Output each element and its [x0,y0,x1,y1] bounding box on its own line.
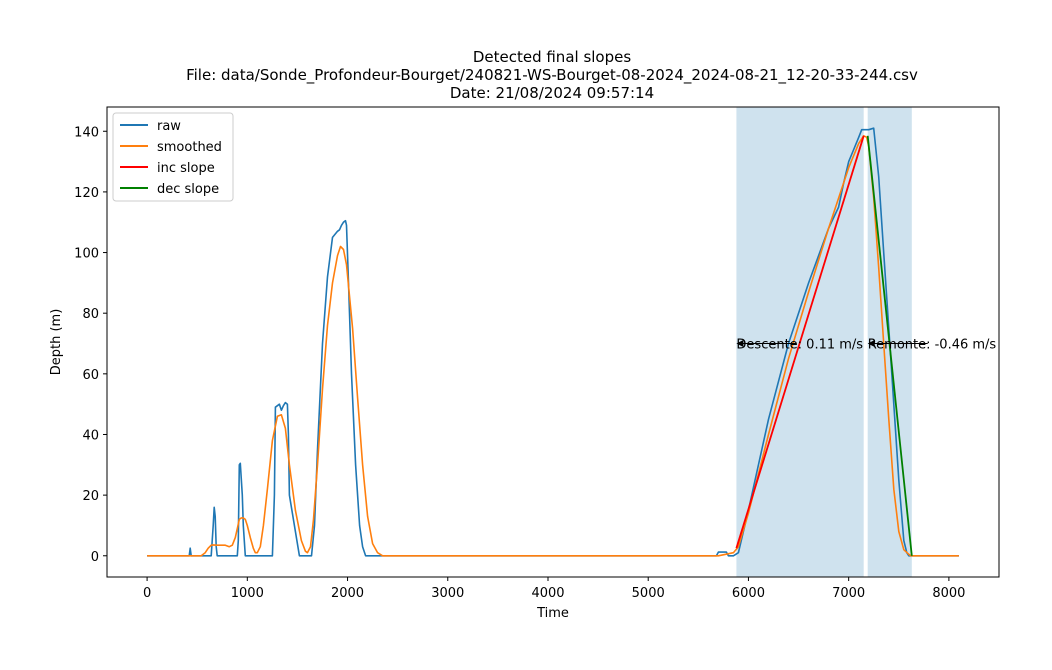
legend-entries: raw smoothed inc slope dec slope [120,119,222,197]
annotations: Descente: 0.11 m/s Remonte: -0.46 m/s [736,338,996,353]
legend-label-inc-slope: inc slope [157,161,215,176]
annotation-label-2: Remonte: -0.46 m/s [868,338,997,353]
x-tick-label: 4000 [531,586,564,601]
y-axis-ticks: 0 20 40 60 80 100 120 140 [74,125,107,565]
y-axis-label: Depth (m) [49,309,64,376]
legend-label-raw: raw [157,119,181,134]
annotation-arrow-head-2 [867,340,875,348]
y-tick-label: 20 [82,489,99,504]
x-tick-label: 3000 [431,586,464,601]
x-axis-ticks: 0 1000 2000 3000 4000 5000 6000 7000 8000 [143,577,965,601]
x-tick-label: 7000 [832,586,865,601]
plot-series [147,127,959,557]
y-tick-label: 120 [74,186,99,201]
x-tick-label: 5000 [632,586,665,601]
legend-label-dec-slope: dec slope [157,182,219,197]
annotation-arrow-head-1 [736,340,744,348]
x-tick-label: 8000 [932,586,965,601]
chart-title: Detected final slopes [473,48,632,66]
series-line-raw [147,127,959,557]
x-tick-label: 2000 [331,586,364,601]
legend: raw smoothed inc slope dec slope [112,112,234,202]
x-tick-label: 0 [143,586,151,601]
series-line-inc-slope [735,135,865,549]
legend-label-smoothed: smoothed [157,140,222,155]
y-tick-label: 80 [82,307,99,322]
y-tick-label: 0 [91,550,99,565]
axes-frame [106,106,1000,578]
y-tick-label: 100 [74,247,99,262]
y-tick-label: 140 [74,125,99,140]
legend-box [112,112,234,202]
x-tick-label: 6000 [732,586,765,601]
x-tick-label: 1000 [231,586,264,601]
chart-subtitle-date: Date: 21/08/2024 09:57:14 [450,84,654,102]
chart-subtitle-file: File: data/Sonde_Profondeur-Bourget/2408… [186,66,918,85]
annotation-label-1: Descente: 0.11 m/s [736,338,863,353]
x-axis-label: Time [536,606,569,621]
y-tick-label: 60 [82,368,99,383]
series-line-dec-slope [866,135,913,556]
y-tick-label: 40 [82,428,99,443]
